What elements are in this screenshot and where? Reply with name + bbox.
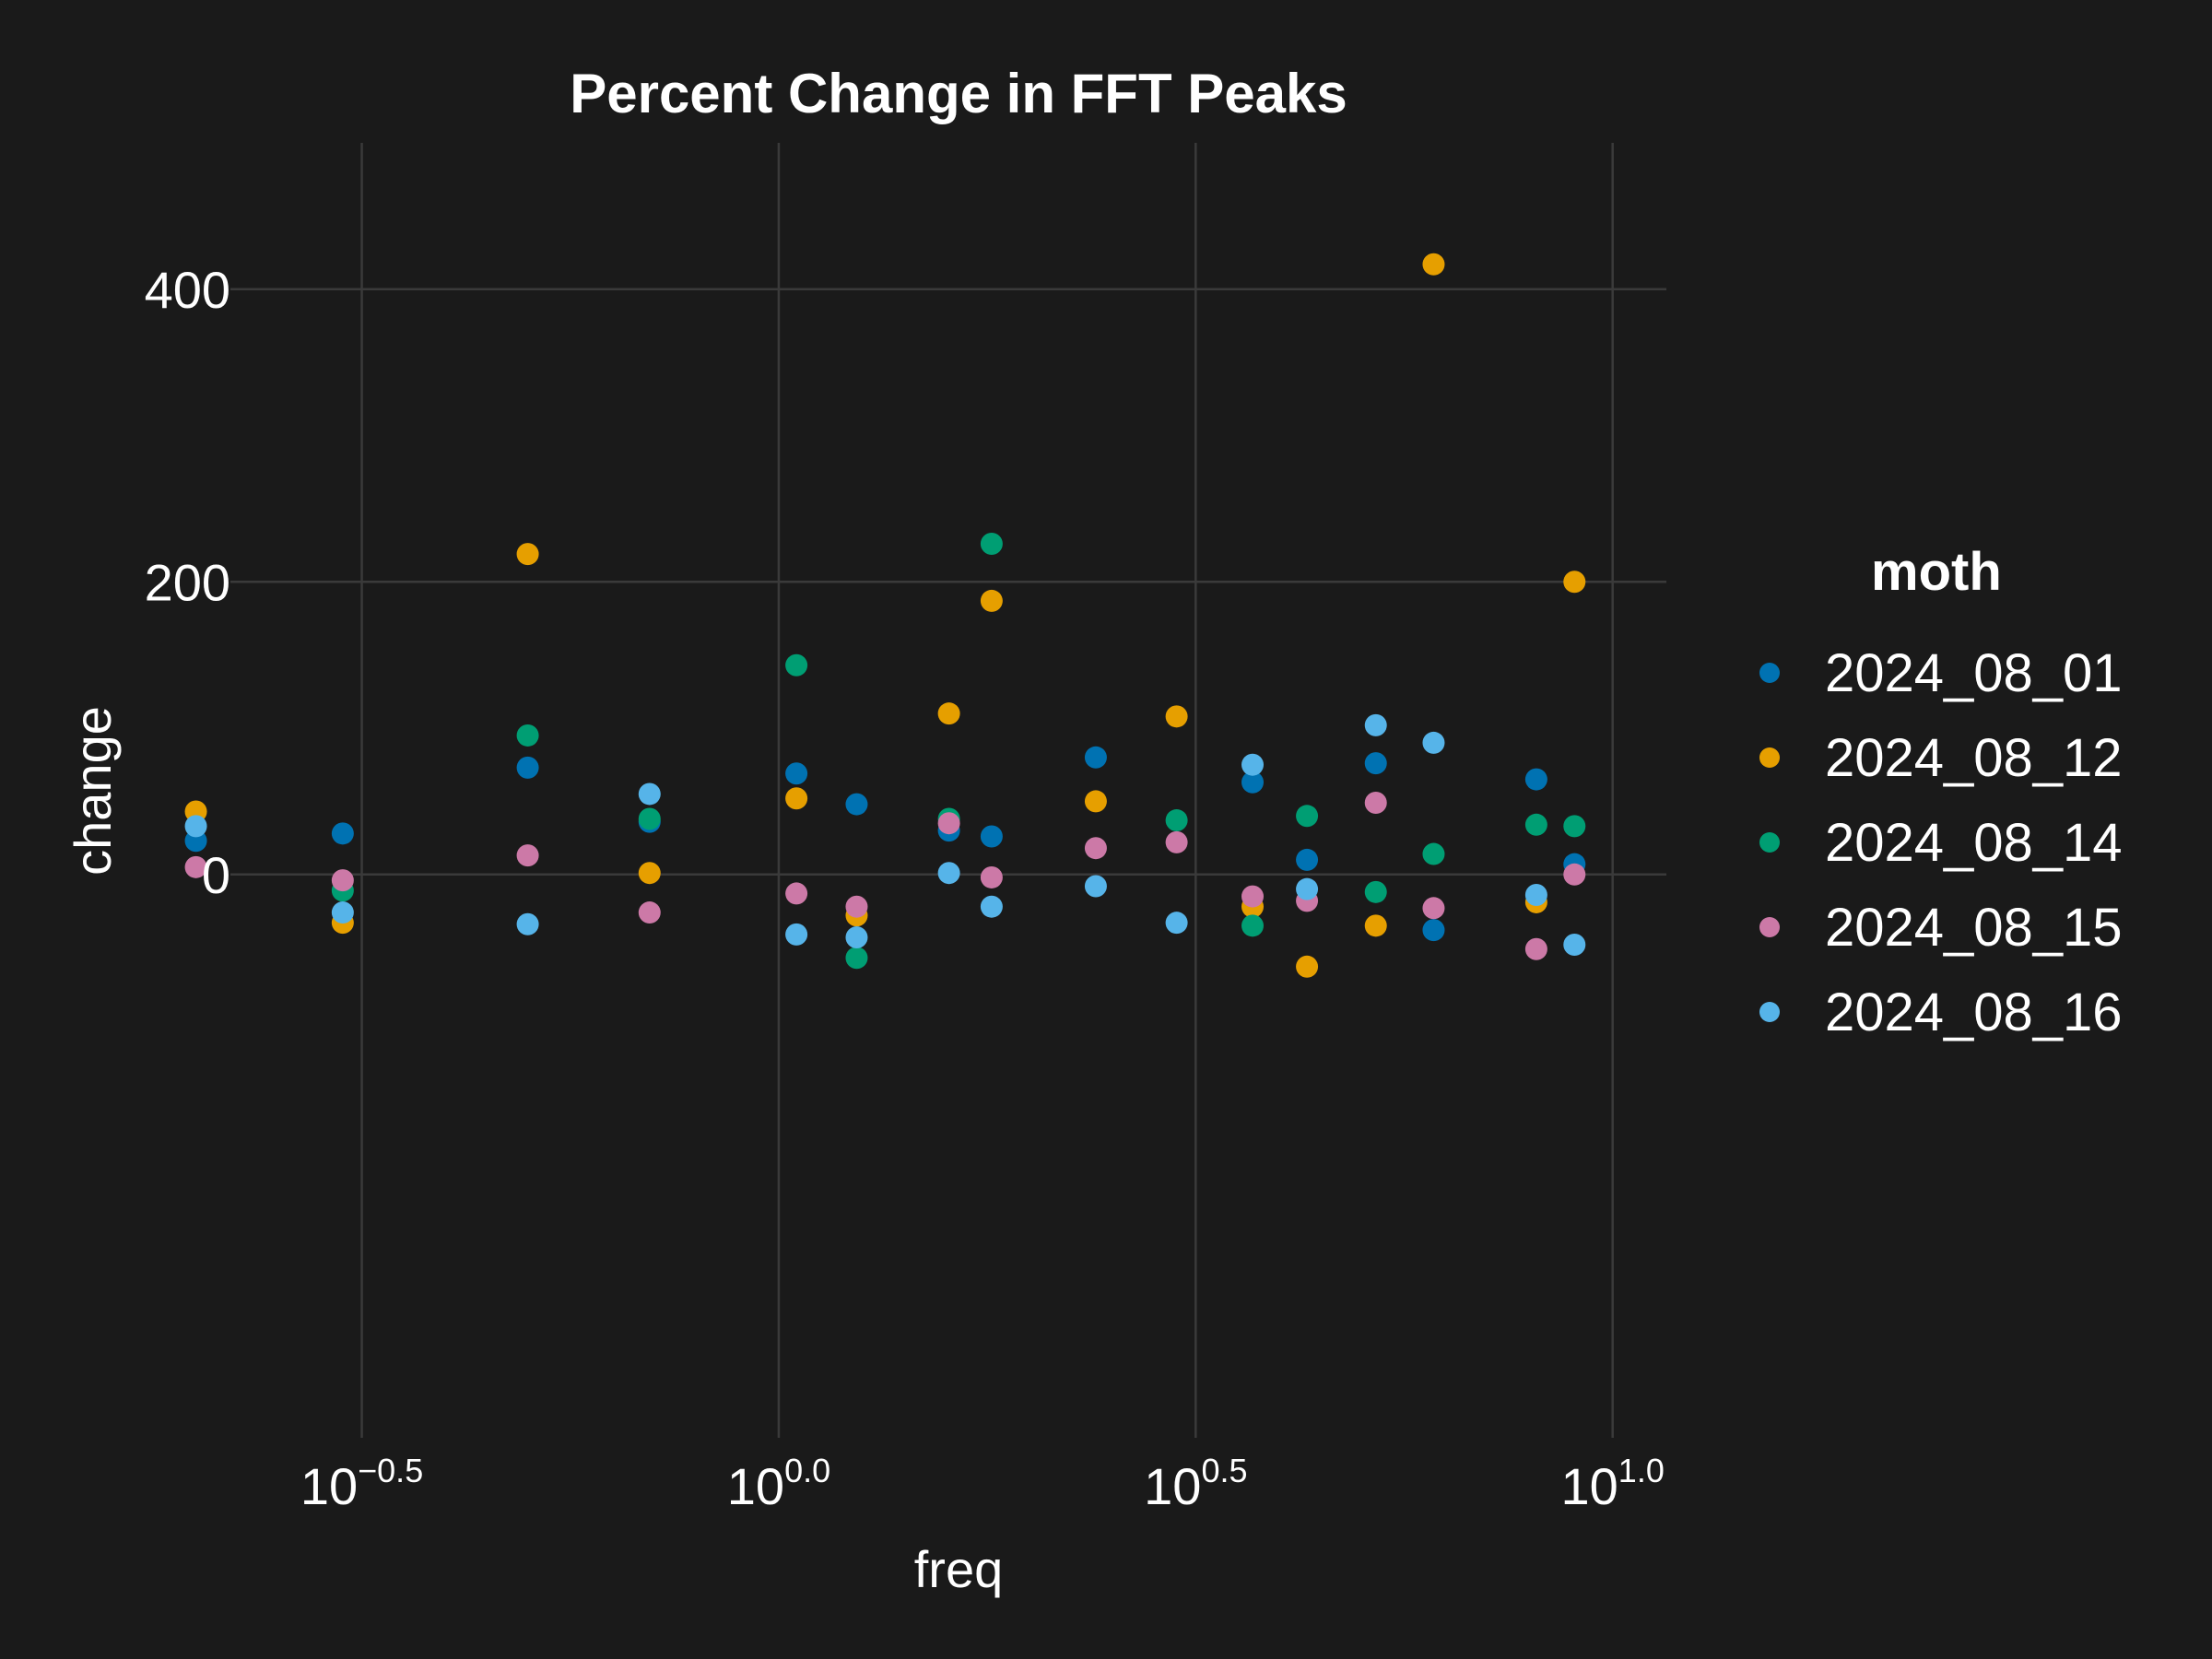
series-2024_08_16 — [184, 713, 1586, 956]
chart-title: Percent Change in FFT Peaks — [570, 63, 1347, 124]
data-point-1-11 — [1296, 955, 1319, 978]
data-point-4-2 — [516, 912, 539, 935]
data-point-4-12 — [1364, 713, 1387, 736]
x-axis-label: freq — [914, 1540, 1004, 1598]
data-point-4-8 — [1084, 875, 1107, 898]
data-point-2-2 — [638, 807, 661, 830]
data-point-3-13 — [1422, 897, 1445, 920]
legend-label-2: 2024_08_14 — [1825, 813, 2123, 873]
data-point-2-7 — [1165, 809, 1188, 832]
x-tick-label-1: 100.0 — [727, 1452, 830, 1515]
data-point-4-13 — [1422, 731, 1445, 754]
legend-marker-0 — [1759, 663, 1780, 683]
data-point-4-15 — [1563, 933, 1586, 956]
data-point-3-14 — [1524, 937, 1547, 960]
data-point-3-15 — [1563, 863, 1586, 886]
data-point-3-12 — [1364, 791, 1387, 814]
x-tick-label-2: 100.5 — [1144, 1452, 1247, 1515]
data-point-3-5 — [845, 895, 868, 918]
data-point-2-4 — [845, 947, 868, 970]
data-point-3-0 — [184, 855, 207, 878]
data-point-1-6 — [937, 702, 960, 725]
legend-marker-3 — [1759, 917, 1780, 937]
legend-label-4: 2024_08_16 — [1825, 982, 2123, 1042]
data-point-1-9 — [1165, 705, 1188, 728]
data-point-4-5 — [845, 926, 868, 949]
data-point-3-7 — [980, 865, 1003, 888]
data-point-2-13 — [1563, 815, 1586, 838]
grid-lines — [230, 143, 1666, 1438]
data-point-0-11 — [1364, 752, 1387, 775]
legend-marker-4 — [1759, 1002, 1780, 1022]
data-point-0-7 — [980, 825, 1003, 848]
data-point-2-8 — [1241, 914, 1265, 937]
data-point-0-1 — [331, 822, 354, 845]
x-tick-label-0: 10−0.5 — [300, 1452, 423, 1515]
data-point-3-10 — [1241, 885, 1265, 908]
data-point-3-8 — [1084, 837, 1107, 860]
data-point-1-12 — [1364, 914, 1387, 937]
legend-label-3: 2024_08_15 — [1825, 898, 2123, 958]
data-point-4-10 — [1241, 753, 1265, 776]
series-2024_08_12 — [184, 253, 1586, 978]
legend-items: 2024_08_01 2024_08_12 2024_08_14 2024_08_15… — [1759, 643, 2123, 1042]
data-point-4-7 — [980, 895, 1003, 918]
data-point-0-13 — [1524, 768, 1547, 791]
data-points — [184, 253, 1586, 978]
y-tick-label-1: 200 — [145, 553, 230, 611]
data-point-1-2 — [516, 543, 539, 566]
data-point-4-9 — [1165, 912, 1188, 935]
legend-label-1: 2024_08_12 — [1825, 728, 2123, 788]
data-point-3-1 — [331, 869, 354, 892]
data-point-2-9 — [1296, 805, 1319, 828]
data-point-4-1 — [331, 901, 354, 924]
data-point-1-7 — [980, 589, 1003, 612]
data-point-0-12 — [1422, 919, 1445, 942]
y-tick-labels: 0 200 400 — [145, 261, 230, 904]
y-axis-label: change — [64, 706, 122, 876]
data-point-0-5 — [845, 793, 868, 816]
data-point-3-3 — [638, 901, 661, 924]
data-point-1-13 — [1422, 253, 1445, 276]
data-point-0-4 — [785, 762, 808, 785]
data-point-3-6 — [937, 812, 960, 835]
data-point-1-8 — [1084, 790, 1107, 813]
data-point-4-4 — [785, 923, 808, 946]
data-point-1-15 — [1563, 571, 1586, 594]
data-point-0-8 — [1084, 746, 1107, 769]
data-point-4-11 — [1296, 877, 1319, 900]
x-tick-label-3: 101.0 — [1561, 1452, 1665, 1515]
data-point-4-3 — [638, 782, 661, 806]
data-point-3-9 — [1165, 830, 1188, 853]
data-point-4-0 — [184, 815, 207, 838]
y-tick-label-2: 400 — [145, 261, 230, 319]
series-2024_08_01 — [184, 746, 1586, 942]
data-point-2-1 — [516, 724, 539, 747]
data-point-0-9 — [1241, 771, 1265, 794]
data-point-2-10 — [1364, 880, 1387, 903]
data-point-1-3 — [638, 862, 661, 885]
data-point-2-11 — [1422, 842, 1445, 865]
data-point-0-10 — [1296, 848, 1319, 871]
data-point-4-14 — [1524, 884, 1547, 907]
series-2024_08_15 — [184, 791, 1586, 960]
data-point-4-6 — [937, 862, 960, 885]
legend-title: moth — [1871, 542, 2002, 602]
x-tick-labels: 10−0.5 100.0 100.5 101.0 — [300, 1452, 1665, 1515]
data-point-2-12 — [1524, 813, 1547, 836]
data-point-1-4 — [785, 787, 808, 810]
legend-marker-1 — [1759, 747, 1780, 768]
y-tick-label-0: 0 — [202, 846, 230, 904]
data-point-3-2 — [516, 844, 539, 867]
data-point-3-4 — [785, 882, 808, 905]
data-point-2-3 — [785, 653, 808, 677]
legend-label-0: 2024_08_01 — [1825, 643, 2123, 703]
data-point-2-6 — [980, 532, 1003, 555]
legend-marker-2 — [1759, 832, 1780, 853]
data-point-0-2 — [516, 756, 539, 779]
legend: moth 2024_08_012024_08_122024_08_142024_… — [1759, 542, 2123, 1042]
